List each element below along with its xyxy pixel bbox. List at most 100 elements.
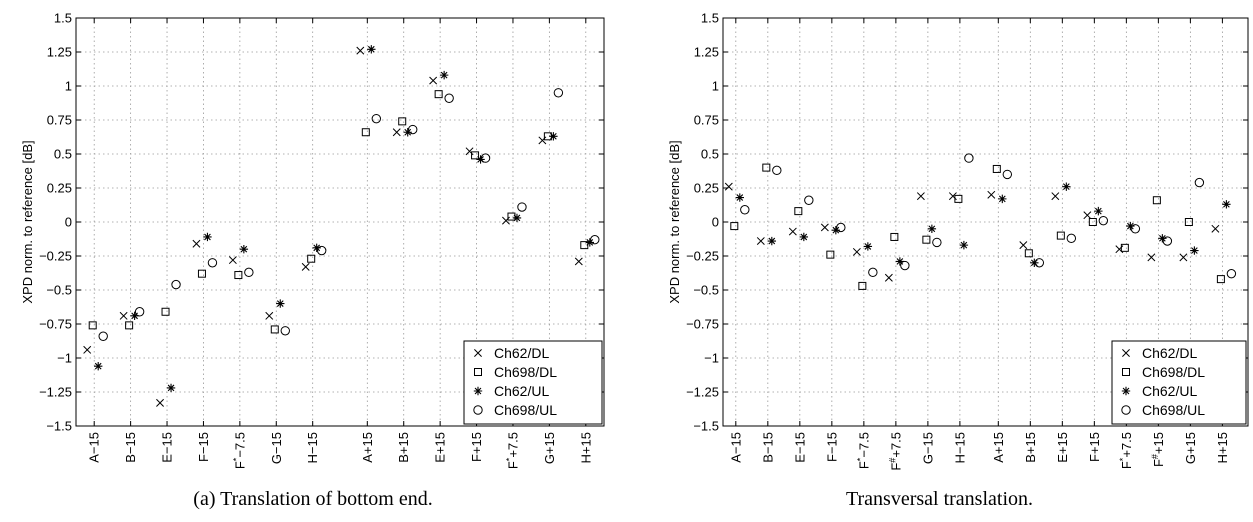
y-tick-label: 0.25 bbox=[47, 181, 72, 196]
data-point bbox=[852, 247, 861, 256]
y-tick-label: 1.25 bbox=[694, 45, 719, 60]
y-tick-label: −1 bbox=[704, 351, 719, 366]
data-point bbox=[371, 113, 382, 124]
data-point bbox=[1130, 224, 1141, 234]
legend-marker bbox=[1122, 368, 1130, 376]
plot-frame bbox=[75, 17, 605, 427]
legend-label: Ch698/UL bbox=[1142, 402, 1205, 418]
data-point bbox=[171, 279, 181, 290]
data-point bbox=[927, 224, 937, 233]
legend: Ch62/DL Ch698/DL Ch62/UL Ch698/UL bbox=[463, 340, 603, 425]
data-point bbox=[1083, 211, 1092, 220]
x-tick-label: B+15 bbox=[1023, 432, 1038, 463]
legend-box bbox=[463, 340, 603, 425]
x-tick-label: G+15 bbox=[542, 432, 557, 464]
legend-marker bbox=[1122, 349, 1130, 357]
data-point bbox=[585, 238, 594, 247]
data-point bbox=[998, 194, 1007, 204]
data-point bbox=[83, 345, 92, 354]
data-point bbox=[836, 222, 846, 233]
x-tick-label: F#+7.5 bbox=[887, 432, 903, 471]
x-tick-label: B+15 bbox=[396, 432, 411, 463]
data-point bbox=[730, 222, 739, 231]
data-point bbox=[1190, 246, 1199, 255]
data-point bbox=[1034, 258, 1045, 268]
data-point bbox=[134, 307, 145, 317]
x-tick-label: F*−7.5 bbox=[855, 432, 871, 469]
x-tick-label: F*−7.5 bbox=[231, 432, 247, 469]
data-point bbox=[954, 194, 963, 203]
data-point bbox=[119, 311, 128, 320]
x-tick-label: E+15 bbox=[433, 432, 448, 463]
data-point bbox=[1094, 206, 1103, 216]
data-point bbox=[398, 117, 407, 126]
x-tick-label: F*+7.5 bbox=[1118, 432, 1134, 469]
data-point bbox=[125, 321, 134, 330]
data-point bbox=[1222, 200, 1231, 209]
data-point bbox=[280, 326, 290, 336]
y-tick-label: 1 bbox=[712, 79, 719, 94]
x-tick-label: F#+15 bbox=[1150, 432, 1166, 467]
data-point bbox=[987, 190, 996, 199]
data-point bbox=[94, 361, 103, 371]
data-point bbox=[590, 234, 600, 245]
data-point bbox=[517, 202, 527, 212]
data-point bbox=[863, 242, 873, 251]
y-tick-label: −0.25 bbox=[686, 249, 719, 264]
series-ch62-ul bbox=[735, 182, 1231, 267]
x-tick-label: A+15 bbox=[360, 432, 375, 463]
x-tick-label: F+15 bbox=[469, 432, 484, 462]
data-point bbox=[1030, 258, 1039, 267]
data-point bbox=[203, 232, 212, 242]
y-tick-label: 1 bbox=[65, 79, 72, 94]
legend-label: Ch62/UL bbox=[1142, 383, 1197, 399]
data-point bbox=[1226, 268, 1237, 279]
legend-marker bbox=[474, 368, 482, 376]
data-point bbox=[1098, 215, 1109, 226]
y-tick-label: −0.5 bbox=[693, 283, 719, 298]
data-point bbox=[831, 225, 841, 235]
y-axis-label: XPD norm. to reference [dB] bbox=[667, 140, 682, 303]
data-point bbox=[507, 212, 516, 221]
data-point bbox=[429, 76, 438, 85]
data-point bbox=[434, 90, 443, 99]
data-point bbox=[1056, 231, 1065, 240]
legend-marker bbox=[1121, 405, 1131, 415]
data-point bbox=[471, 151, 480, 160]
data-point bbox=[895, 257, 905, 266]
legend-label: Ch698/DL bbox=[1142, 364, 1205, 380]
data-point bbox=[130, 311, 139, 321]
data-point bbox=[1152, 196, 1161, 205]
data-point bbox=[265, 311, 274, 320]
data-point bbox=[549, 132, 558, 141]
y-tick-label: 0 bbox=[712, 215, 719, 230]
series-ch698-dl bbox=[730, 163, 1225, 290]
data-point bbox=[1062, 182, 1071, 191]
x-tick-label: E−15 bbox=[792, 432, 807, 463]
y-tick-label: −1 bbox=[57, 351, 72, 366]
data-point bbox=[1066, 233, 1077, 244]
data-point bbox=[1126, 221, 1135, 231]
legend: Ch62/DL Ch698/DL Ch62/UL Ch698/UL bbox=[1111, 340, 1247, 425]
x-tick-label: H+15 bbox=[1215, 432, 1230, 463]
chart-b: −1.5 −1.25 −1 −0.75 −0.5 −0.25 0 0.25 0.5 0.75 1 1.… bbox=[667, 11, 1249, 471]
data-point bbox=[502, 216, 510, 225]
data-point bbox=[207, 258, 218, 268]
data-point bbox=[794, 207, 803, 216]
data-point bbox=[465, 147, 474, 156]
legend-label: Ch62/DL bbox=[1142, 345, 1197, 361]
legend-label: Ch698/DL bbox=[494, 364, 557, 380]
data-point bbox=[959, 240, 969, 250]
data-point bbox=[932, 237, 942, 248]
x-tick-label: E+15 bbox=[1055, 432, 1070, 463]
data-point bbox=[156, 398, 164, 407]
data-point bbox=[756, 237, 765, 245]
y-tick-label: 1.5 bbox=[54, 11, 72, 26]
x-tick-label: A−15 bbox=[87, 432, 102, 463]
data-point bbox=[724, 182, 733, 191]
data-point bbox=[740, 205, 750, 215]
data-point bbox=[244, 267, 254, 278]
y-tick-label: −1.5 bbox=[693, 419, 719, 434]
y-tick-label: −1.25 bbox=[39, 385, 72, 400]
data-point bbox=[948, 192, 957, 201]
